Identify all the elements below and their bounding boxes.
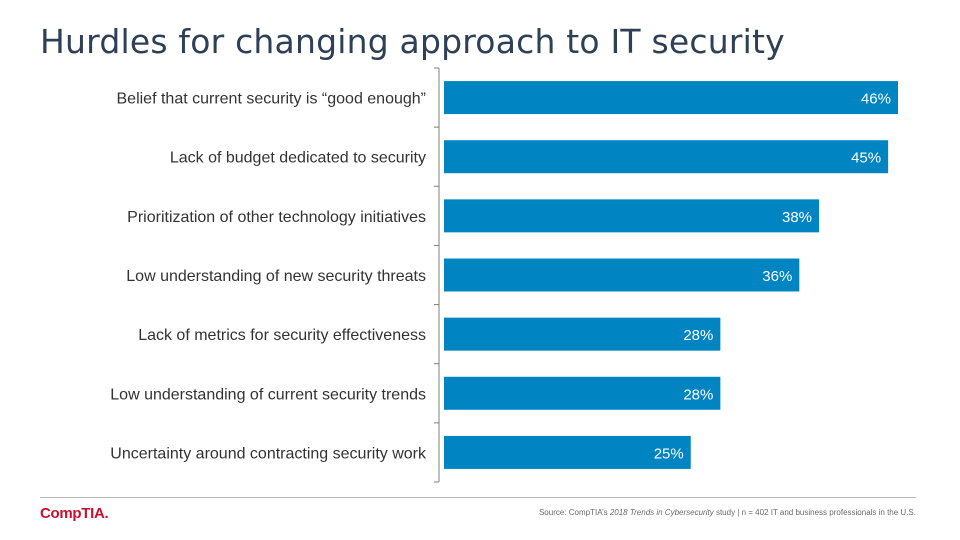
category-label: Lack of metrics for security effectivene…: [138, 327, 426, 344]
value-label: 25%: [654, 445, 684, 462]
bar: [444, 199, 820, 233]
category-label: Prioritization of other technology initi…: [127, 209, 426, 226]
bar: [444, 376, 721, 410]
category-label: Lack of budget dedicated to security: [170, 150, 426, 167]
value-label: 28%: [683, 386, 713, 403]
bar: [444, 81, 898, 115]
bar: [444, 140, 889, 174]
bar-chart: Belief that current security is “good en…: [110, 67, 898, 483]
comptia-logo: CompTIA.: [40, 505, 109, 522]
value-label: 45%: [851, 150, 881, 167]
footer-divider: [40, 497, 916, 498]
source-note: Source: CompTIA’s 2018 Trends in Cyberse…: [539, 508, 916, 517]
bar: [444, 258, 800, 292]
category-label: Low understanding of current security tr…: [110, 386, 426, 403]
category-label: Uncertainty around contracting security …: [110, 445, 427, 462]
category-label: Low understanding of new security threat…: [126, 268, 426, 285]
bar: [444, 317, 721, 351]
value-label: 28%: [683, 327, 713, 344]
source-suffix: study | n = 402 IT and business professi…: [713, 508, 916, 517]
chart-title: Hurdles for changing approach to IT secu…: [40, 22, 785, 61]
value-label: 38%: [782, 209, 812, 226]
value-label: 46%: [861, 91, 891, 108]
category-label: Belief that current security is “good en…: [117, 91, 427, 108]
bar: [444, 435, 691, 469]
value-label: 36%: [762, 268, 792, 285]
source-prefix: Source: CompTIA’s: [538, 508, 610, 517]
source-study: 2018 Trends in Cybersecurity: [609, 508, 714, 517]
